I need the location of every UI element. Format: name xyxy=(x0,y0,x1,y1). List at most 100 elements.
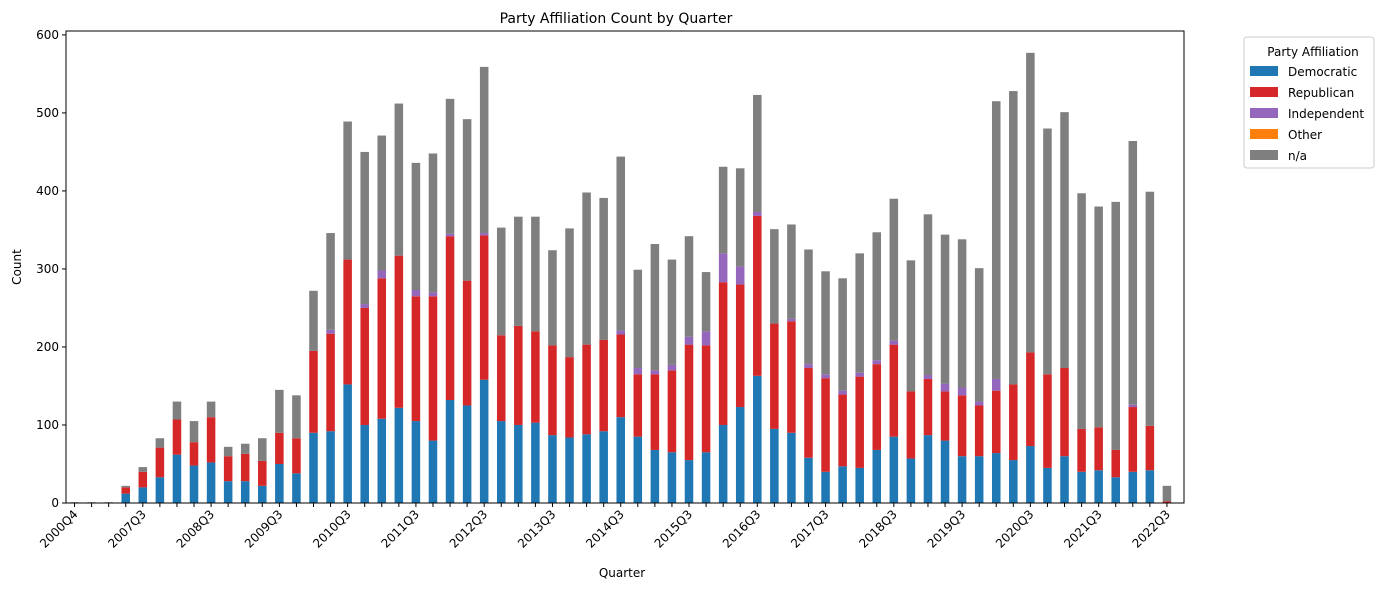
bar-segment-democratic-20 xyxy=(411,421,421,503)
bar-segment-n-a-37 xyxy=(701,272,711,332)
bar-segment-n-a-39 xyxy=(735,168,745,267)
bar-segment-democratic-58 xyxy=(1060,456,1069,503)
bar-segment-democratic-6 xyxy=(172,454,182,503)
bar-segment-democratic-63 xyxy=(1145,470,1155,503)
bar-segment-independent-32 xyxy=(616,330,625,335)
bar-segment-n-a-10 xyxy=(240,443,250,454)
legend-title: Party Affiliation xyxy=(1267,45,1358,59)
bar-segment-democratic-50 xyxy=(923,435,933,503)
bar-segment-democratic-16 xyxy=(343,384,352,503)
bar-segment-republican-41 xyxy=(770,323,779,429)
bar-segment-n-a-21 xyxy=(428,153,438,293)
bar-segment-republican-29 xyxy=(565,357,574,438)
bar-segment-n-a-38 xyxy=(718,166,728,254)
legend-swatch-independent xyxy=(1250,108,1278,118)
bar-segment-republican-62 xyxy=(1128,407,1138,472)
bar-segment-republican-19 xyxy=(394,255,404,408)
bar-segment-republican-16 xyxy=(343,259,352,385)
bar-segment-republican-17 xyxy=(360,307,369,425)
bar-segment-democratic-51 xyxy=(940,440,950,503)
bar-segment-independent-18 xyxy=(377,270,387,279)
bar-segment-independent-53 xyxy=(974,401,984,406)
bar-segment-independent-15 xyxy=(326,329,335,334)
bar-segment-republican-61 xyxy=(1111,449,1120,478)
bar-segment-republican-47 xyxy=(872,364,882,450)
bar-segment-republican-55 xyxy=(1009,384,1018,461)
bar-segment-democratic-53 xyxy=(974,456,984,503)
bar-segment-n-a-44 xyxy=(821,271,830,375)
bar-segment-republican-40 xyxy=(753,215,762,376)
legend: Party Affiliation Democratic Republican In… xyxy=(1243,36,1375,169)
bar-segment-n-a-49 xyxy=(906,260,916,392)
legend-swatch-democratic xyxy=(1250,66,1278,76)
bar-segment-republican-30 xyxy=(582,344,591,435)
bar-segment-republican-37 xyxy=(701,345,711,453)
bar-segment-independent-24 xyxy=(479,233,489,236)
bar-segment-republican-56 xyxy=(1026,352,1035,447)
bar-segment-n-a-36 xyxy=(684,236,694,337)
bar-segment-democratic-8 xyxy=(206,462,216,503)
bar-segment-independent-46 xyxy=(855,372,864,377)
bar-segment-n-a-9 xyxy=(223,446,233,457)
bar-segment-n-a-56 xyxy=(1026,52,1035,353)
bar-segment-democratic-48 xyxy=(889,436,899,503)
bar-segment-n-a-61 xyxy=(1111,201,1120,450)
y-tick-label: 400 xyxy=(36,184,59,198)
bar-segment-republican-42 xyxy=(787,321,796,433)
bar-segment-independent-44 xyxy=(821,374,830,379)
bar-segment-independent-50 xyxy=(923,375,933,379)
bar-segment-democratic-36 xyxy=(684,460,694,503)
bar-segment-democratic-56 xyxy=(1026,446,1035,503)
bar-segment-n-a-48 xyxy=(889,198,899,341)
bar-segment-n-a-8 xyxy=(206,401,216,418)
y-tick-label: 0 xyxy=(51,496,59,510)
bar-segment-n-a-51 xyxy=(940,234,950,384)
bar-segment-democratic-37 xyxy=(701,452,711,503)
y-axis-label: Count xyxy=(10,249,24,285)
bar-segment-republican-13 xyxy=(292,438,301,474)
bar-segment-republican-33 xyxy=(633,374,643,437)
bar-segment-independent-45 xyxy=(838,390,847,395)
bar-segment-n-a-7 xyxy=(189,421,199,443)
bar-segment-democratic-33 xyxy=(633,436,643,503)
legend-label: Other xyxy=(1288,128,1322,142)
bar-segment-democratic-59 xyxy=(1077,471,1086,503)
bar-segment-n-a-3 xyxy=(121,485,130,488)
bar-segment-n-a-53 xyxy=(974,268,984,402)
bar-segment-n-a-11 xyxy=(258,438,267,461)
bar-segment-n-a-29 xyxy=(565,228,574,358)
bar-segment-n-a-43 xyxy=(804,249,813,365)
bar-segment-republican-26 xyxy=(514,325,523,425)
bar-segment-n-a-14 xyxy=(309,290,318,351)
bar-segment-republican-53 xyxy=(974,405,984,457)
bar-segment-democratic-42 xyxy=(787,432,796,503)
bar-segment-independent-38 xyxy=(718,253,728,283)
plot-frame xyxy=(65,30,1185,504)
bar-segment-republican-46 xyxy=(855,376,864,468)
bar-segment-republican-4 xyxy=(138,471,148,488)
y-axis: 0 100 200 300 400 500 600 xyxy=(36,28,66,510)
bar-segment-democratic-28 xyxy=(548,435,557,503)
bar-segment-democratic-17 xyxy=(360,424,369,503)
bars-group xyxy=(70,52,1172,503)
bar-segment-n-a-4 xyxy=(138,467,148,472)
bar-segment-n-a-24 xyxy=(479,66,489,234)
bar-segment-n-a-32 xyxy=(616,156,625,331)
bar-segment-n-a-55 xyxy=(1009,91,1018,385)
bar-segment-n-a-47 xyxy=(872,232,882,361)
bar-segment-republican-57 xyxy=(1043,374,1052,468)
bar-segment-republican-27 xyxy=(531,331,540,423)
bar-segment-democratic-43 xyxy=(804,457,813,503)
bar-segment-democratic-46 xyxy=(855,467,864,503)
bar-segment-n-a-12 xyxy=(275,389,284,433)
bar-segment-democratic-14 xyxy=(309,432,318,503)
bar-segment-republican-6 xyxy=(172,419,182,455)
legend-swatch-republican xyxy=(1250,87,1278,97)
bar-segment-n-a-5 xyxy=(155,438,165,448)
bar-segment-republican-39 xyxy=(735,284,745,408)
bar-segment-republican-3 xyxy=(121,487,130,494)
bar-segment-republican-12 xyxy=(275,432,284,464)
bar-segment-n-a-28 xyxy=(548,250,557,346)
bar-segment-democratic-62 xyxy=(1128,471,1138,503)
